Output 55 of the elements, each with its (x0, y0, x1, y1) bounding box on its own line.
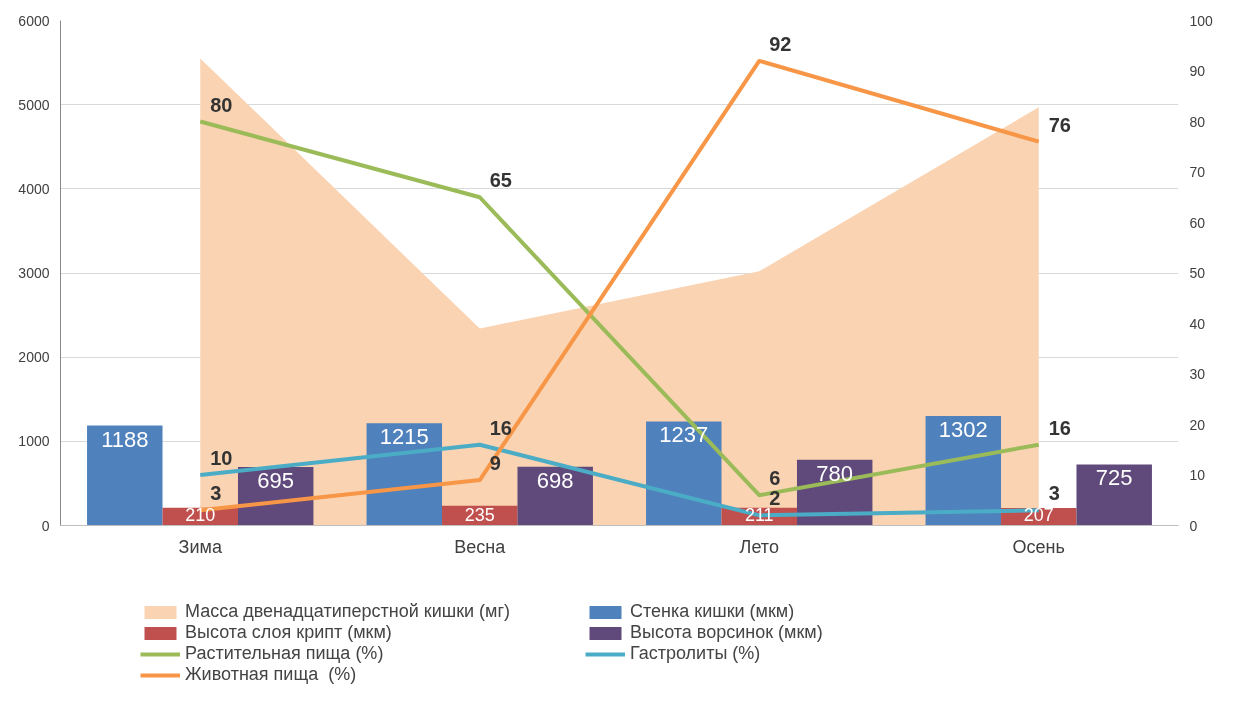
data-label: 1188 (101, 426, 149, 452)
data-label: 16 (1048, 416, 1071, 439)
y2-tick-label: 30 (1189, 366, 1206, 382)
y-tick-label: 6000 (18, 12, 50, 29)
legend-label: Высота ворсинок (мкм) (630, 622, 824, 643)
data-label: 780 (816, 460, 854, 486)
data-label: 3 (1048, 482, 1060, 505)
data-label: 10 (210, 447, 233, 469)
data-label: 65 (489, 169, 512, 192)
legend-label: Стенка кишки (мкм) (630, 601, 796, 622)
legend-label: Масса двенадцатиперстной кишки (мг) (185, 601, 512, 622)
y2-tick-label: 80 (1189, 113, 1206, 130)
data-label: 76 (1048, 113, 1071, 136)
data-label: 16 (489, 416, 512, 439)
y-tick-label: 5000 (18, 96, 50, 113)
data-label: 1215 (379, 424, 429, 450)
y-tick-label: 3000 (18, 265, 50, 281)
data-label: 6 (769, 467, 781, 490)
x-tick-label: Весна (454, 536, 507, 557)
data-label: 210 (185, 504, 216, 525)
data-label: 3 (210, 482, 222, 505)
data-label: 1302 (938, 416, 988, 442)
y-tick-label: 1000 (18, 433, 50, 450)
bar (87, 425, 163, 526)
x-tick-label: Зима (178, 536, 223, 557)
data-label: 92 (769, 32, 792, 55)
legend-label: Растительная пища (%) (185, 643, 385, 664)
x-tick-label: Лето (739, 536, 779, 557)
y2-tick-label: 90 (1189, 63, 1206, 79)
y2-tick-label: 70 (1189, 164, 1206, 180)
y2-tick-label: 0 (1189, 517, 1198, 534)
y2-tick-label: 10 (1189, 467, 1206, 483)
data-label: 2 (769, 487, 781, 510)
legend-label: Гастролиты (%) (630, 643, 762, 664)
data-label: 80 (210, 93, 233, 116)
data-label: 207 (1023, 504, 1054, 525)
y2-tick-label: 40 (1189, 315, 1206, 332)
bar (1076, 464, 1152, 526)
data-label: 725 (1095, 465, 1133, 491)
data-label: 698 (536, 467, 574, 493)
bar (517, 466, 593, 526)
y-tick-label: 4000 (18, 180, 50, 197)
bar (646, 421, 722, 526)
data-label: 695 (257, 468, 295, 493)
legend-label: Высота слоя крипт (мкм) (185, 622, 393, 643)
y2-tick-label: 50 (1189, 265, 1206, 281)
y-tick-label: 0 (41, 517, 50, 534)
legend-label: Животная пища (%) (185, 664, 358, 685)
y2-tick-label: 20 (1189, 416, 1206, 433)
y-tick-label: 2000 (18, 349, 50, 366)
y2-tick-label: 100 (1189, 12, 1214, 29)
x-tick-label: Осень (1012, 536, 1065, 557)
y2-tick-label: 60 (1189, 214, 1206, 231)
data-label: 9 (489, 452, 501, 475)
data-label: 235 (464, 504, 495, 525)
